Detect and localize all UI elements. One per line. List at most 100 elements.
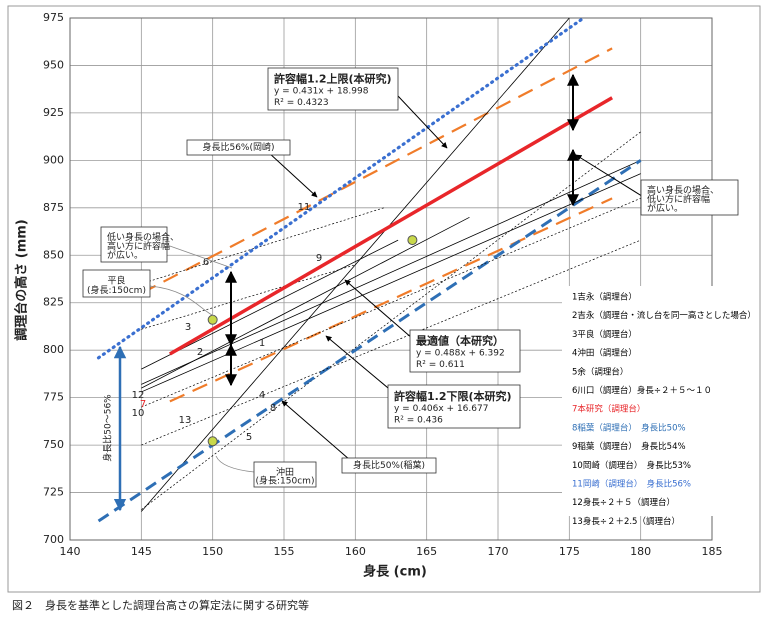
legend-entry: 8稲葉（調理台） 身長比50% xyxy=(572,422,686,433)
series-line xyxy=(96,16,586,360)
x-tick-label: 165 xyxy=(416,545,437,558)
annotation-box xyxy=(82,269,151,298)
series-line xyxy=(141,17,570,512)
annotation-text: 許容幅1.2上限(本研究) xyxy=(274,72,392,86)
legend-entry: 10岡崎（調理台） 身長比53% xyxy=(572,460,691,471)
line-label: 12 xyxy=(132,390,145,401)
range-label: 身長比50～56% xyxy=(102,394,114,462)
series-line xyxy=(141,159,641,385)
x-tick-label: 160 xyxy=(345,545,366,558)
line-label: 11 xyxy=(298,202,311,213)
x-tick-label: 150 xyxy=(202,545,223,558)
arrow xyxy=(575,154,646,199)
connector xyxy=(149,285,215,317)
annotation-text: R² = 0.4323 xyxy=(274,98,329,108)
annotation-box xyxy=(253,461,317,488)
annotation-text: y = 0.406x + 16.677 xyxy=(394,404,488,414)
annotation-text: R² = 0.436 xyxy=(394,416,443,426)
y-axis-title: 調理台の高さ (mm) xyxy=(14,219,30,341)
line-label: 5 xyxy=(246,432,252,443)
legend-entry: 13身長÷２＋2.5（調理台） xyxy=(572,516,680,527)
frame xyxy=(7,5,761,593)
line-label: 13 xyxy=(179,415,192,426)
annotation-box xyxy=(100,226,168,263)
line-label: 2 xyxy=(197,347,203,358)
y-tick-label: 850 xyxy=(43,248,64,261)
annotation-text: 低い方に許容幅 xyxy=(647,193,710,205)
annotation-text: 平良 xyxy=(107,274,125,286)
legend-box xyxy=(562,286,742,516)
annotation-text: 身長比56%(岡崎) xyxy=(202,141,274,153)
y-tick-label: 725 xyxy=(43,486,64,499)
arrow xyxy=(397,95,448,149)
legend-entry: 3平良（調理台） xyxy=(572,329,637,340)
y-tick-label: 700 xyxy=(43,533,64,546)
arrow xyxy=(281,400,351,461)
line-label: 4 xyxy=(259,390,265,401)
series-line xyxy=(141,264,356,330)
annotation-box xyxy=(387,384,521,429)
arrow xyxy=(344,279,421,346)
line-label: 1 xyxy=(259,338,265,349)
annotation-text: (身長:150cm) xyxy=(87,284,146,296)
data-point xyxy=(207,314,218,325)
legend-entry: 11岡崎（調理台） 身長比56% xyxy=(572,479,691,490)
data-point xyxy=(207,436,218,447)
y-tick-label: 950 xyxy=(43,58,64,71)
x-tick-label: 140 xyxy=(60,545,81,558)
series-line xyxy=(168,96,614,356)
y-tick-label: 900 xyxy=(43,153,64,166)
annotation-box xyxy=(267,67,399,111)
y-tick-label: 800 xyxy=(43,343,64,356)
legend-entry: 4沖田（調理台） xyxy=(572,348,637,359)
line-label: 8 xyxy=(270,403,276,414)
annotation-box xyxy=(640,179,739,216)
annotation-text: 最適値（本研究） xyxy=(416,334,504,348)
x-tick-label: 145 xyxy=(131,545,152,558)
legend-entry: 2吉永（調理台・流し台を同一高さとした場合） xyxy=(572,310,756,321)
x-tick-label: 180 xyxy=(630,545,651,558)
annotation-box xyxy=(409,329,521,373)
annotation-text: 身長比50%(稲葉) xyxy=(353,459,425,471)
y-tick-label: 775 xyxy=(43,391,64,404)
legend-entry: 12身長÷２＋５（調理台） xyxy=(572,497,675,508)
legend-entry: 7本研究（調理台） xyxy=(572,404,645,415)
y-tick-label: 975 xyxy=(43,11,64,24)
annotation-text: 沖田 xyxy=(276,466,294,478)
legend-entry: 1吉永（調理台） xyxy=(572,292,637,303)
data-point xyxy=(407,235,418,246)
line-label: 9 xyxy=(316,253,322,264)
arrow xyxy=(267,151,318,198)
x-tick-label: 175 xyxy=(559,545,580,558)
y-tick-label: 925 xyxy=(43,106,64,119)
caption: 図２ 身長を基準とした調理台高さの算定法に関する研究等 xyxy=(12,598,309,612)
line-label: 3 xyxy=(185,322,191,333)
x-tick-label: 155 xyxy=(274,545,295,558)
series-line xyxy=(141,216,470,389)
annotation-text: R² = 0.611 xyxy=(416,360,465,370)
annotation-box xyxy=(341,457,437,474)
annotation-text: 高い身長の場合、 xyxy=(647,184,719,196)
annotation-text: が広い。 xyxy=(107,249,143,261)
y-tick-label: 875 xyxy=(43,201,64,214)
x-tick-label: 185 xyxy=(702,545,723,558)
y-tick-label: 750 xyxy=(43,438,64,451)
series-line xyxy=(141,131,641,510)
line-label: 10 xyxy=(132,408,145,419)
line-label: 6 xyxy=(203,257,209,268)
annotation-text: 高い方に許容幅 xyxy=(107,240,170,252)
tolerance-band xyxy=(140,47,613,295)
x-axis-title: 身長 (cm) xyxy=(363,564,427,580)
annotation-text: y = 0.431x + 18.998 xyxy=(274,87,369,97)
connector xyxy=(215,455,255,473)
legend-entry: 5余（調理台） xyxy=(572,366,628,377)
annotation-text: y = 0.488x + 6.392 xyxy=(416,349,505,359)
series-line xyxy=(141,239,641,446)
annotation-box xyxy=(186,139,291,156)
series-line xyxy=(141,173,641,393)
connector xyxy=(166,244,233,269)
annotation-text: 許容幅1.2下限(本研究) xyxy=(394,389,512,403)
y-tick-label: 825 xyxy=(43,296,64,309)
legend-entry: 9稲葉（調理台） 身長比54% xyxy=(572,441,686,452)
